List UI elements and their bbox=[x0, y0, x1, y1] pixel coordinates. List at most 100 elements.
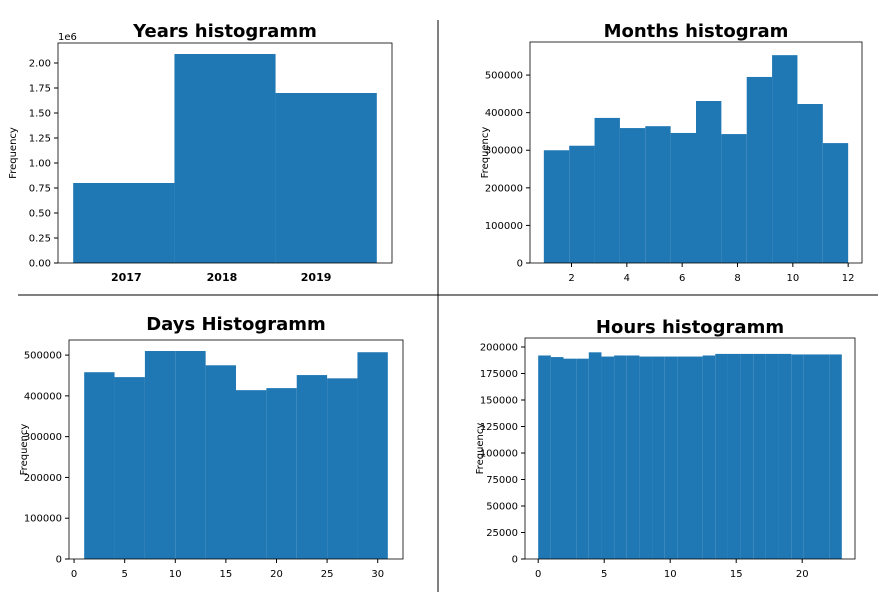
y-tick-label: 400000 bbox=[485, 108, 523, 119]
bar bbox=[594, 117, 620, 263]
bar bbox=[702, 355, 716, 559]
plot-frame bbox=[57, 42, 393, 264]
y-tick-label: 25000 bbox=[486, 528, 518, 539]
bar bbox=[327, 378, 358, 559]
bar bbox=[588, 352, 602, 559]
y-axis-label: Frequency bbox=[475, 423, 486, 475]
x-tick-label: 12 bbox=[842, 273, 855, 284]
x-tick-label: 2 bbox=[568, 273, 574, 284]
y-tick-label: 1.25 bbox=[29, 134, 51, 145]
y-tick-label: 300000 bbox=[24, 432, 62, 443]
y-axis-label: Frequency bbox=[8, 127, 19, 179]
x-tick-label: 15 bbox=[220, 569, 233, 580]
bar bbox=[791, 354, 804, 559]
x-tick-label: 8 bbox=[734, 273, 740, 284]
bar bbox=[205, 365, 236, 559]
bar bbox=[753, 353, 766, 559]
chart-title: Hours histogramm bbox=[596, 317, 784, 338]
y-tick-label: 2.00 bbox=[29, 59, 51, 70]
bar bbox=[772, 55, 798, 264]
x-tick-label: 2019 bbox=[301, 271, 332, 284]
bar bbox=[614, 355, 627, 559]
y-tick-label: 1.00 bbox=[29, 159, 51, 170]
x-tick-label: 10 bbox=[169, 569, 182, 580]
bar bbox=[639, 356, 653, 559]
x-tick-label: 10 bbox=[664, 569, 677, 580]
x-tick-label: 0 bbox=[71, 569, 77, 580]
bar bbox=[664, 356, 678, 559]
x-tick-label: 4 bbox=[624, 273, 630, 284]
bar bbox=[174, 54, 276, 263]
bar bbox=[721, 134, 747, 263]
y-axis-label: Frequency bbox=[480, 127, 491, 179]
y-tick-label: 0.00 bbox=[29, 259, 51, 270]
bar bbox=[563, 358, 577, 559]
y-tick-label: 200000 bbox=[24, 473, 62, 484]
bar bbox=[696, 101, 722, 263]
y-tick-label: 200000 bbox=[480, 343, 518, 354]
bar bbox=[645, 126, 671, 263]
plot-frame bbox=[529, 41, 863, 264]
y-tick-label: 75000 bbox=[486, 475, 518, 486]
y-tick-label: 200000 bbox=[485, 183, 523, 194]
y-tick-label: 400000 bbox=[24, 391, 62, 402]
x-tick-label: 30 bbox=[371, 569, 384, 580]
y-tick-label: 100000 bbox=[24, 514, 62, 525]
bar bbox=[715, 353, 728, 559]
y-tick-label: 300000 bbox=[485, 146, 523, 157]
y-tick-label: 1.50 bbox=[29, 109, 51, 120]
bar bbox=[550, 357, 564, 559]
y-tick-label: 0 bbox=[56, 555, 62, 566]
bar bbox=[652, 356, 665, 559]
y-tick-label: 0 bbox=[512, 555, 518, 566]
x-tick-label: 0 bbox=[535, 569, 541, 580]
plot-frame bbox=[524, 337, 856, 560]
bar bbox=[727, 353, 741, 559]
y-tick-label: 50000 bbox=[486, 502, 518, 513]
chart-title: Months histogram bbox=[604, 21, 789, 42]
x-tick-label: 6 bbox=[679, 273, 685, 284]
bar bbox=[690, 356, 703, 559]
bar bbox=[73, 183, 175, 263]
y-tick-label: 500000 bbox=[24, 351, 62, 362]
bar bbox=[275, 93, 377, 263]
bar bbox=[677, 356, 690, 559]
bar bbox=[175, 351, 206, 559]
bar bbox=[816, 354, 830, 559]
x-tick-label: 5 bbox=[601, 569, 607, 580]
bar bbox=[538, 355, 551, 559]
y-axis-label: Frequency bbox=[19, 424, 30, 476]
x-tick-label: 2017 bbox=[111, 271, 142, 284]
bar bbox=[619, 128, 646, 263]
bar bbox=[144, 351, 176, 559]
bar bbox=[357, 352, 388, 559]
y-tick-label: 0 bbox=[517, 259, 523, 270]
x-tick-label: 20 bbox=[270, 569, 283, 580]
bar bbox=[626, 355, 640, 559]
bar bbox=[569, 145, 595, 263]
y-tick-label: 100000 bbox=[485, 221, 523, 232]
bar bbox=[84, 372, 115, 559]
bar bbox=[296, 375, 328, 559]
bar bbox=[543, 150, 570, 263]
y-tick-label: 150000 bbox=[480, 396, 518, 407]
x-tick-label: 15 bbox=[730, 569, 743, 580]
bar bbox=[746, 76, 773, 264]
y-tick-label: 0.75 bbox=[29, 184, 51, 195]
y-tick-label: 500000 bbox=[485, 71, 523, 82]
chart-title: Years histogramm bbox=[132, 21, 317, 42]
plot-frame bbox=[68, 339, 404, 560]
x-tick-label: 25 bbox=[321, 569, 334, 580]
bar bbox=[822, 143, 849, 263]
y-tick-label: 175000 bbox=[480, 369, 518, 380]
y-tick-label: 125000 bbox=[480, 422, 518, 433]
offset-text: 1e6 bbox=[58, 32, 77, 43]
bar bbox=[797, 104, 823, 263]
x-tick-label: 10 bbox=[786, 273, 799, 284]
bar bbox=[236, 390, 267, 559]
x-tick-label: 20 bbox=[796, 569, 809, 580]
bar bbox=[670, 132, 696, 263]
bar bbox=[803, 354, 817, 559]
bar bbox=[114, 377, 145, 559]
